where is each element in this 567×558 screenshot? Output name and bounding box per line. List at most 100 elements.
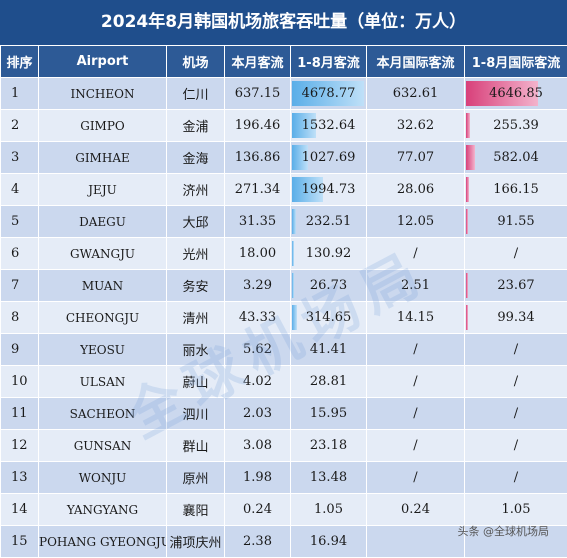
cell-airport-cn: 金海 xyxy=(167,142,225,174)
cell-intl-month-traffic: 77.07 xyxy=(367,142,465,174)
cell-airport-cn: 仁川 xyxy=(167,78,225,110)
cell-airport: GUNSAN xyxy=(39,430,167,462)
cell-rank: 11 xyxy=(1,398,39,430)
cell-airport-cn: 泗川 xyxy=(167,398,225,430)
cell-airport: YANGYANG xyxy=(39,494,167,526)
cell-ytd-traffic: 15.95 xyxy=(291,398,367,430)
cell-airport: CHEONGJU xyxy=(39,302,167,334)
cell-month-traffic: 3.08 xyxy=(225,430,291,462)
cell-rank: 4 xyxy=(1,174,39,206)
cell-intl-ytd-traffic: 23.67 xyxy=(465,270,567,302)
intl-ytd-data-bar xyxy=(466,145,475,170)
cell-value: 15.95 xyxy=(310,406,347,421)
cell-value: 26.73 xyxy=(310,278,347,293)
cell-intl-ytd-traffic: / xyxy=(465,366,567,398)
cell-rank: 14 xyxy=(1,494,39,526)
cell-value: 4646.85 xyxy=(489,86,543,101)
cell-intl-month-traffic: / xyxy=(367,430,465,462)
header-month-traffic: 本月客流 xyxy=(225,46,291,78)
cell-month-traffic: 5.62 xyxy=(225,334,291,366)
cell-rank: 1 xyxy=(1,78,39,110)
cell-airport: SACHEON xyxy=(39,398,167,430)
intl-ytd-data-bar xyxy=(466,209,468,234)
cell-rank: 9 xyxy=(1,334,39,366)
intl-ytd-data-bar xyxy=(466,113,470,138)
intl-ytd-data-bar xyxy=(466,177,469,202)
cell-value: 99.34 xyxy=(497,310,534,325)
cell-intl-ytd-traffic: / xyxy=(465,334,567,366)
cell-month-traffic: 4.02 xyxy=(225,366,291,398)
cell-month-traffic: 1.98 xyxy=(225,462,291,494)
cell-airport-cn: 浦项庆州 xyxy=(167,526,225,558)
cell-value: 41.41 xyxy=(310,342,347,357)
cell-value: 1027.69 xyxy=(302,150,356,165)
cell-month-traffic: 196.46 xyxy=(225,110,291,142)
cell-rank: 12 xyxy=(1,430,39,462)
cell-airport-cn: 襄阳 xyxy=(167,494,225,526)
cell-intl-month-traffic: 14.15 xyxy=(367,302,465,334)
cell-ytd-traffic: 28.81 xyxy=(291,366,367,398)
cell-airport-cn: 金浦 xyxy=(167,110,225,142)
cell-value: 23.67 xyxy=(497,278,534,293)
header-airport-cn: 机场 xyxy=(167,46,225,78)
cell-value: / xyxy=(514,246,518,261)
source-credit: 头条 @全球机场局 xyxy=(458,523,550,539)
cell-month-traffic: 43.33 xyxy=(225,302,291,334)
ytd-data-bar xyxy=(292,241,294,266)
cell-airport: GWANGJU xyxy=(39,238,167,270)
cell-rank: 8 xyxy=(1,302,39,334)
cell-rank: 6 xyxy=(1,238,39,270)
cell-rank: 2 xyxy=(1,110,39,142)
cell-intl-month-traffic: 28.06 xyxy=(367,174,465,206)
cell-ytd-traffic: 232.51 xyxy=(291,206,367,238)
cell-rank: 5 xyxy=(1,206,39,238)
ytd-data-bar xyxy=(292,273,294,298)
cell-ytd-traffic: 1532.64 xyxy=(291,110,367,142)
cell-intl-month-traffic: 2.51 xyxy=(367,270,465,302)
cell-airport-cn: 清州 xyxy=(167,302,225,334)
cell-value: 314.65 xyxy=(306,310,352,325)
cell-value: 166.15 xyxy=(493,182,539,197)
cell-intl-month-traffic: 632.61 xyxy=(367,78,465,110)
cell-airport-cn: 群山 xyxy=(167,430,225,462)
cell-month-traffic: 31.35 xyxy=(225,206,291,238)
cell-intl-ytd-traffic: / xyxy=(465,430,567,462)
cell-value: 4678.77 xyxy=(302,86,356,101)
cell-airport: DAEGU xyxy=(39,206,167,238)
cell-intl-month-traffic: 32.62 xyxy=(367,110,465,142)
cell-ytd-traffic: 13.48 xyxy=(291,462,367,494)
cell-value: / xyxy=(514,342,518,357)
cell-airport-cn: 丽水 xyxy=(167,334,225,366)
cell-intl-ytd-traffic: 166.15 xyxy=(465,174,567,206)
cell-airport: GIMHAE xyxy=(39,142,167,174)
intl-ytd-data-bar xyxy=(466,305,468,330)
cell-ytd-traffic: 4678.77 xyxy=(291,78,367,110)
header-rank: 排序 xyxy=(1,46,39,78)
cell-month-traffic: 2.38 xyxy=(225,526,291,558)
cell-ytd-traffic: 23.18 xyxy=(291,430,367,462)
cell-intl-month-traffic: 0.24 xyxy=(367,494,465,526)
page-title: 2024年8月韩国机场旅客吞吐量（单位：万人） xyxy=(0,0,567,45)
cell-intl-ytd-traffic: 99.34 xyxy=(465,302,567,334)
cell-value: 1.05 xyxy=(502,502,531,517)
cell-ytd-traffic: 41.41 xyxy=(291,334,367,366)
cell-airport: MUAN xyxy=(39,270,167,302)
cell-value: 1994.73 xyxy=(302,182,356,197)
cell-value: 91.55 xyxy=(497,214,534,229)
cell-value: 23.18 xyxy=(310,438,347,453)
intl-ytd-data-bar xyxy=(466,273,468,298)
cell-month-traffic: 18.00 xyxy=(225,238,291,270)
cell-intl-ytd-traffic: 91.55 xyxy=(465,206,567,238)
cell-value: / xyxy=(514,438,518,453)
cell-ytd-traffic: 130.92 xyxy=(291,238,367,270)
